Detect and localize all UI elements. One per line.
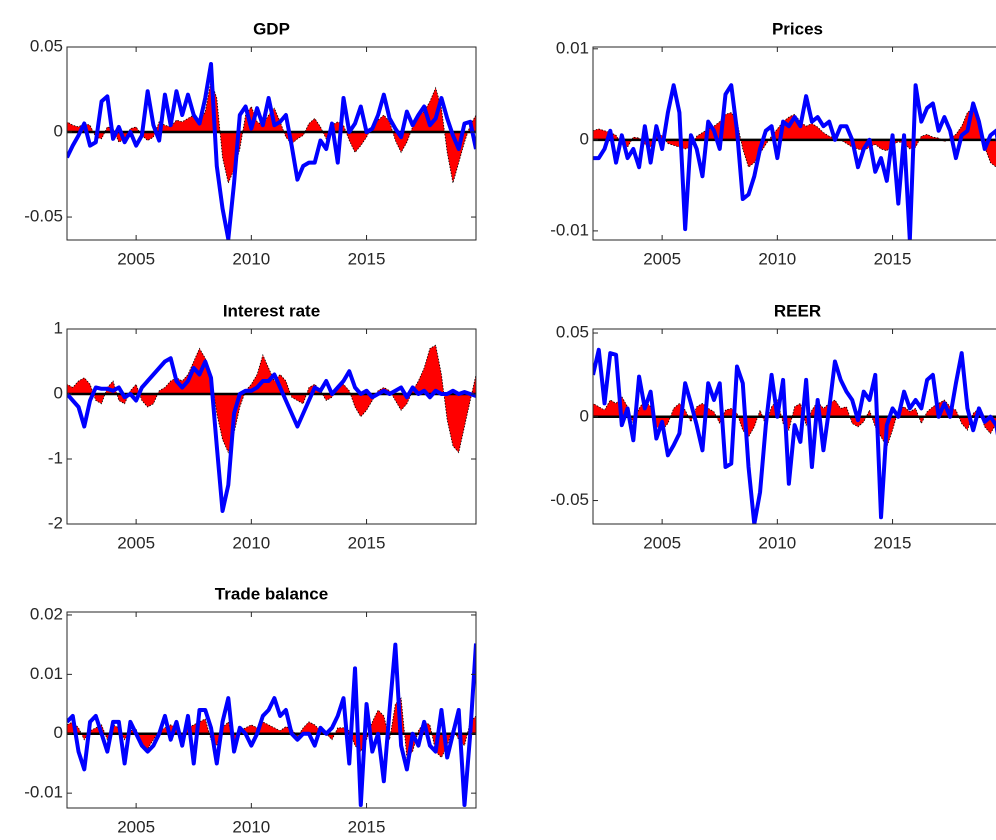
y-tick-label: 0.05 xyxy=(556,323,589,342)
plot-area xyxy=(67,329,476,524)
x-tick-label: 2015 xyxy=(348,249,386,268)
chart-title: Prices xyxy=(772,19,823,38)
line-series xyxy=(593,83,996,240)
x-tick-label: 2010 xyxy=(758,533,796,552)
x-tick-label: 2010 xyxy=(232,817,270,836)
chart-title: Trade balance xyxy=(215,584,328,603)
subplot: Interest rate 1 0 -1 -2 2005 2010 2015 xyxy=(48,301,477,552)
x-tick-label: 2005 xyxy=(117,533,155,552)
axes-box xyxy=(592,328,996,525)
y-tick-label: 0 xyxy=(580,406,589,425)
line-series xyxy=(67,62,476,240)
x-tick-label: 2015 xyxy=(874,249,912,268)
x-tick-label: 2015 xyxy=(874,533,912,552)
x-tick-label: 2005 xyxy=(643,533,681,552)
chart-title: Interest rate xyxy=(223,301,320,320)
axes-box xyxy=(66,328,477,525)
subplot: GDP 0.05 0 -0.05 2005 2010 2015 xyxy=(24,19,477,268)
area-series xyxy=(67,344,476,454)
subplot: Prices 0.01 0 -0.01 2005 2010 2015 xyxy=(550,19,996,268)
plot-area xyxy=(67,612,476,808)
axes-box xyxy=(66,611,477,809)
subplot: REER 0.05 0 -0.05 2005 2010 2015 xyxy=(550,301,996,552)
y-tick-label: 0.01 xyxy=(30,664,63,683)
chart-title: REER xyxy=(774,301,821,320)
area-series xyxy=(67,697,476,759)
y-tick-label: -0.05 xyxy=(24,207,63,226)
axes-box xyxy=(66,46,477,241)
x-tick-label: 2010 xyxy=(758,249,796,268)
y-tick-label: -0.01 xyxy=(24,783,63,802)
y-tick-label: -0.05 xyxy=(550,490,589,509)
y-tick-label: 0.02 xyxy=(30,604,63,623)
plot-content xyxy=(67,344,476,513)
x-tick-label: 2005 xyxy=(117,249,155,268)
y-tick-label: 1 xyxy=(54,318,63,337)
plot-content xyxy=(67,642,476,808)
plot-content xyxy=(593,83,996,240)
chart-title: GDP xyxy=(253,19,290,38)
x-tick-label: 2005 xyxy=(117,817,155,836)
line-series xyxy=(67,642,476,808)
subplot: Trade balance 0.02 0.01 0 -0.01 2005 2010 2015 xyxy=(24,584,477,836)
y-tick-label: 0.05 xyxy=(30,36,63,55)
line-series xyxy=(593,347,996,524)
y-tick-label: 0 xyxy=(54,383,63,402)
x-tick-label: 2010 xyxy=(232,249,270,268)
y-tick-label: 0 xyxy=(580,129,589,148)
axes-box xyxy=(592,46,996,241)
line-series xyxy=(67,356,476,513)
x-tick-label: 2015 xyxy=(348,817,386,836)
y-tick-label: -2 xyxy=(48,513,63,532)
y-tick-label: -1 xyxy=(48,448,63,467)
y-tick-label: 0.01 xyxy=(556,38,589,57)
x-tick-label: 2005 xyxy=(643,249,681,268)
y-tick-label: 0 xyxy=(54,723,63,742)
x-tick-label: 2015 xyxy=(348,533,386,552)
plot-content xyxy=(593,347,996,524)
plot-area xyxy=(67,47,476,240)
x-tick-label: 2010 xyxy=(232,533,270,552)
y-tick-label: -0.01 xyxy=(550,220,589,239)
plot-content xyxy=(67,62,476,240)
y-tick-label: 0 xyxy=(54,122,63,141)
